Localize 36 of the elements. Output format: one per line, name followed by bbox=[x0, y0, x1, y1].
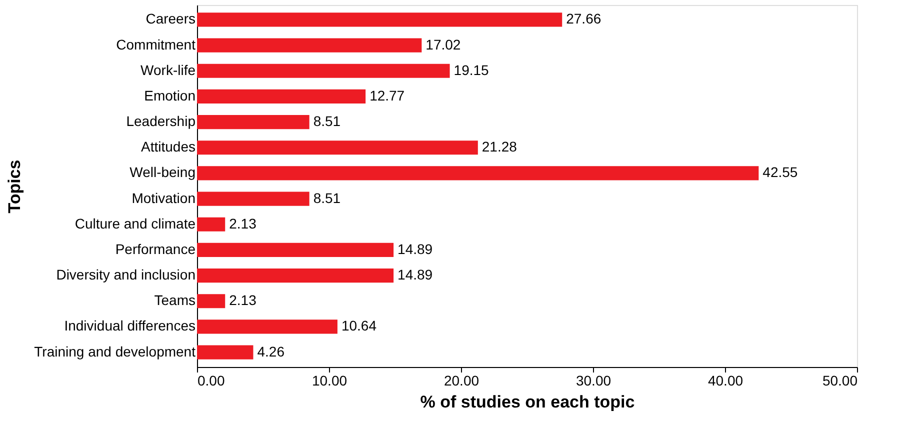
data-label: 42.55 bbox=[762, 164, 798, 180]
y-tick-label: Commitment bbox=[116, 36, 196, 52]
data-label: 8.51 bbox=[313, 113, 341, 130]
y-tick-label: Work-life bbox=[140, 62, 196, 78]
y-tick-label: Training and development bbox=[34, 343, 196, 360]
y-tick-label: Performance bbox=[115, 240, 196, 257]
x-tick-label: 20.00 bbox=[444, 372, 480, 388]
x-tick-label: 10.00 bbox=[312, 372, 348, 388]
y-tick-label: Careers bbox=[146, 10, 196, 27]
data-label: 8.51 bbox=[313, 190, 341, 206]
x-axis-title: % of studies on each topic bbox=[420, 392, 635, 412]
x-tick-label: 40.00 bbox=[708, 372, 744, 388]
data-label: 19.15 bbox=[454, 62, 490, 78]
data-label: 21.28 bbox=[482, 138, 518, 155]
data-label: 27.66 bbox=[566, 10, 602, 27]
data-label: 4.26 bbox=[257, 343, 285, 360]
y-tick-label: Diversity and inclusion bbox=[56, 266, 196, 283]
y-tick-label: Emotion bbox=[144, 87, 196, 104]
y-tick-label: Motivation bbox=[132, 190, 196, 206]
data-label: 14.89 bbox=[398, 266, 433, 283]
y-axis-title: Topics bbox=[5, 160, 24, 214]
data-label: 12.77 bbox=[370, 87, 405, 104]
x-tick-label: 0.00 bbox=[198, 372, 225, 388]
data-label: 14.89 bbox=[398, 240, 433, 257]
y-tick-label: Culture and climate bbox=[74, 215, 196, 232]
data-label: 2.13 bbox=[229, 292, 257, 308]
data-label: 17.02 bbox=[426, 36, 461, 52]
y-tick-label: Attitudes bbox=[141, 138, 196, 155]
data-label: 2.13 bbox=[229, 215, 257, 232]
data-label: 10.64 bbox=[341, 318, 377, 334]
y-tick-label: Well-being bbox=[130, 164, 196, 180]
y-tick-label: Teams bbox=[154, 292, 196, 308]
x-tick-label: 30.00 bbox=[576, 372, 612, 388]
y-tick-label: Individual differences bbox=[64, 318, 196, 334]
x-tick-label: 50.00 bbox=[822, 372, 858, 388]
y-tick-label: Leadership bbox=[126, 113, 196, 130]
